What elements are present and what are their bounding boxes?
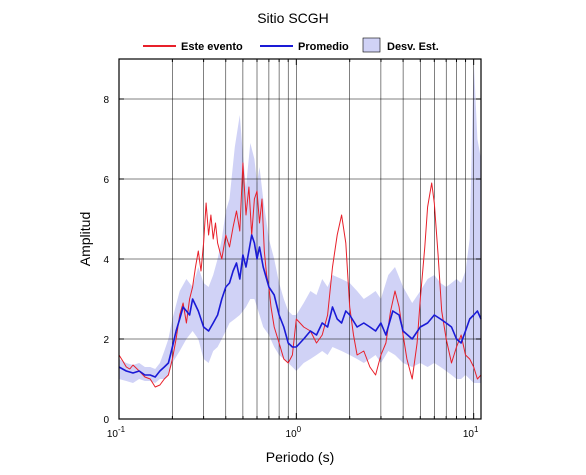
x-tick-label: 10-1 — [107, 425, 126, 440]
plot-frame — [118, 58, 482, 420]
x-axis-label: Periodo (s) — [266, 449, 334, 465]
series-line-este-evento — [118, 162, 482, 388]
legend-label-desv-est: Desv. Est. — [387, 41, 439, 53]
std-band — [119, 59, 481, 383]
grid — [119, 59, 481, 419]
series-line-promedio — [118, 234, 482, 378]
x-tick-label: 100 — [286, 425, 302, 440]
y-tick-label: 0 — [103, 415, 109, 426]
axis-ticks: 0 2 4 6 8 10-1 100 101 — [103, 59, 481, 440]
y-tick-label: 6 — [103, 175, 109, 186]
chart-title: Sitio SCGH — [257, 10, 329, 26]
plot-area — [118, 59, 482, 419]
y-tick-label: 2 — [103, 335, 109, 346]
legend-swatch-desv-est — [362, 37, 381, 53]
legend-label-este-evento: Este evento — [181, 41, 243, 53]
legend: Este evento Promedio Desv. Est. — [143, 37, 439, 53]
x-tick-label: 101 — [463, 425, 479, 440]
y-tick-label: 8 — [103, 95, 109, 106]
legend-label-promedio: Promedio — [298, 41, 349, 53]
y-tick-label: 4 — [103, 255, 109, 266]
y-axis-label: Amplitud — [77, 212, 93, 266]
